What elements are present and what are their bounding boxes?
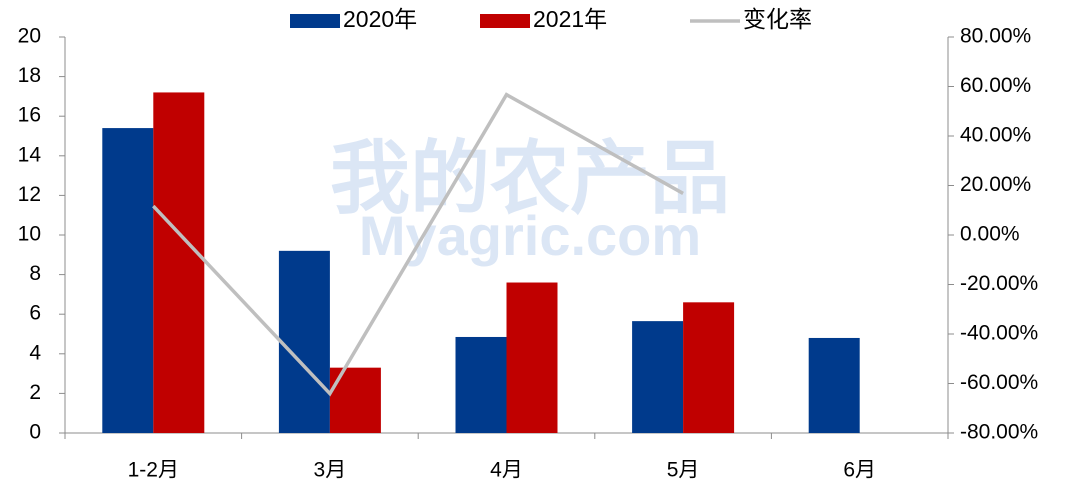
y-tick-label: 0 <box>29 421 41 444</box>
bar <box>278 250 330 433</box>
y-tick-label: 4 <box>29 341 41 364</box>
bar <box>153 92 205 433</box>
bar <box>808 337 860 433</box>
bar <box>506 282 558 433</box>
legend-swatch <box>290 14 340 28</box>
bar <box>683 302 735 433</box>
bar <box>632 321 684 433</box>
x-tick-label: 5月 <box>667 459 700 482</box>
legend-label: 2020年 <box>343 6 417 32</box>
y2-tick-label: 60.00% <box>960 74 1031 97</box>
y2-tick-label: 0.00% <box>960 223 1020 246</box>
x-tick-label: 3月 <box>314 459 347 482</box>
x-tick-label: 6月 <box>843 459 876 482</box>
bar <box>455 336 507 433</box>
y2-tick-label: -40.00% <box>960 322 1038 345</box>
watermark: 我的农产品 <box>330 134 730 223</box>
y-tick-label: 20 <box>18 25 41 48</box>
watermark: Myagric.com <box>359 204 701 267</box>
line <box>152 92 684 397</box>
y-tick-label: 2 <box>29 381 41 404</box>
x-tick-label: 1-2月 <box>128 459 179 482</box>
y2-tick-label: -80.00% <box>960 421 1038 444</box>
y2-tick-label: 40.00% <box>960 124 1031 147</box>
y2-tick-label: -20.00% <box>960 272 1038 295</box>
y2-tick-label: 20.00% <box>960 173 1031 196</box>
legend-swatch <box>480 14 530 28</box>
y-tick-label: 6 <box>29 302 41 325</box>
y-tick-label: 18 <box>18 64 41 87</box>
bar <box>102 128 154 433</box>
legend-label: 变化率 <box>743 6 812 32</box>
y-tick-label: 16 <box>18 104 41 127</box>
x-tick-label: 4月 <box>490 459 523 482</box>
y-tick-label: 12 <box>18 183 41 206</box>
y2-tick-label: 80.00% <box>960 25 1031 48</box>
y2-tick-label: -60.00% <box>960 371 1038 394</box>
y-tick-label: 14 <box>18 143 42 166</box>
legend-label: 2021年 <box>533 6 607 32</box>
y-tick-label: 8 <box>29 262 41 285</box>
y-tick-label: 10 <box>18 223 41 246</box>
